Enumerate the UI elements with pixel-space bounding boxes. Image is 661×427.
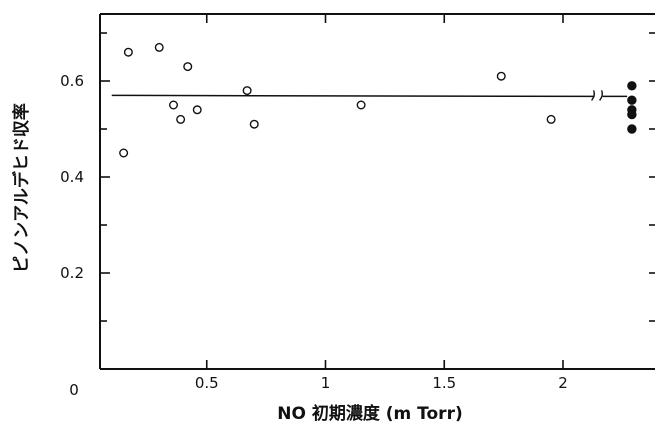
tick-marks bbox=[100, 14, 655, 369]
reference-line bbox=[111, 94, 595, 98]
open-data-point bbox=[119, 148, 129, 158]
data-points bbox=[119, 42, 637, 158]
open-data-point bbox=[176, 114, 186, 124]
y-tick-label: 0.2 bbox=[60, 264, 84, 282]
open-data-point bbox=[356, 100, 366, 110]
open-data-point bbox=[123, 47, 133, 57]
open-data-point bbox=[154, 42, 164, 52]
open-data-point bbox=[249, 119, 259, 129]
filled-data-point bbox=[627, 95, 637, 105]
x-tick-label: 1.5 bbox=[432, 374, 456, 392]
open-data-point bbox=[496, 71, 506, 81]
y-tick-label: 0.6 bbox=[60, 72, 84, 90]
open-data-point bbox=[168, 100, 178, 110]
y-axis-title: ピノンアルデヒド収率 bbox=[11, 103, 32, 273]
tick-labels: 0.5 1 1.5 2 0.2 0.4 0.6 bbox=[60, 72, 568, 392]
plot-frame bbox=[99, 13, 655, 370]
x-tick-label: 0.5 bbox=[195, 374, 219, 392]
open-data-point bbox=[183, 62, 193, 72]
open-data-point bbox=[546, 114, 556, 124]
filled-data-point bbox=[627, 124, 637, 134]
origin-label: 0 bbox=[69, 381, 79, 399]
open-data-point bbox=[242, 86, 252, 96]
axis-break-mark bbox=[599, 90, 603, 101]
x-tick-label: 1 bbox=[321, 374, 331, 392]
x-axis-title: NO 初期濃度 (m Torr) bbox=[277, 403, 462, 424]
reference-line-group bbox=[111, 90, 628, 101]
y-tick-label: 0.4 bbox=[60, 168, 84, 186]
x-tick-label: 2 bbox=[558, 374, 568, 392]
filled-data-point bbox=[627, 81, 637, 91]
open-data-point bbox=[192, 105, 202, 115]
axis-break-mark bbox=[591, 90, 595, 101]
filled-data-point bbox=[627, 109, 637, 120]
